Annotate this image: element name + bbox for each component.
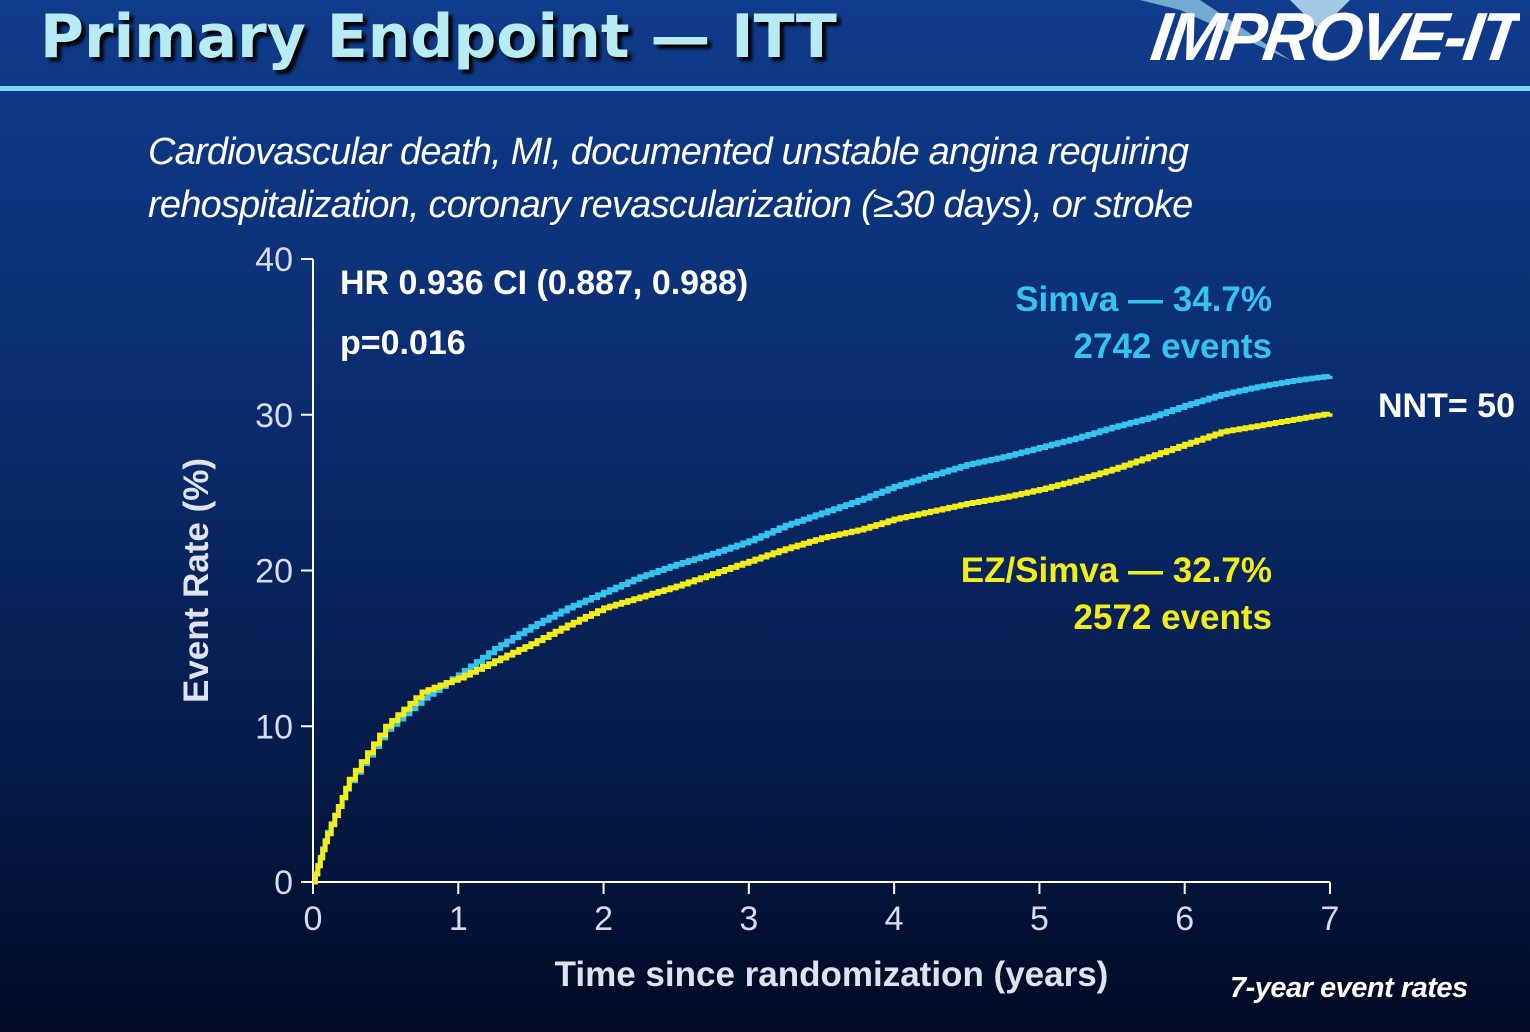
x-tick-label: 0 [304, 900, 323, 938]
x-tick-label: 3 [739, 900, 758, 938]
x-tick-label: 1 [449, 900, 468, 938]
y-tick-label: 10 [255, 708, 293, 746]
ez-simva-events-label: 2572 events [1074, 598, 1272, 637]
header-divider [0, 86, 1530, 91]
x-tick-label: 5 [1030, 900, 1049, 938]
x-axis-label: Time since randomization (years) [555, 955, 1109, 994]
hazard-ratio-label: HR 0.936 CI (0.887, 0.988) [340, 264, 748, 302]
p-value-label: p=0.016 [340, 324, 466, 362]
endpoint-definition-line-2: rehospitalization, coronary revasculariz… [148, 184, 1193, 226]
improve-it-logo: IMPROVE-IT [1140, 0, 1520, 80]
y-tick-label: 20 [255, 553, 293, 591]
logo-swoosh-icon [1140, 0, 1350, 60]
simva-rate-label: Simva — 34.7% [1015, 280, 1272, 319]
x-tick-label: 4 [885, 900, 904, 938]
slide-title: Primary Endpoint — ITT [40, 2, 837, 72]
chart-series [312, 374, 1333, 885]
y-axis-label: Event Rate (%) [177, 458, 216, 703]
nnt-label: NNT= 50 [1378, 387, 1515, 425]
x-tick-label: 2 [594, 900, 613, 938]
chart-annotations: HR 0.936 CI (0.887, 0.988) p=0.016 Simva… [340, 264, 1515, 637]
y-tick-label: 40 [255, 241, 293, 279]
endpoint-definition: Cardiovascular death, MI, documented uns… [148, 126, 1448, 232]
footnote: 7-year event rates [1230, 972, 1468, 1004]
endpoint-definition-line-1: Cardiovascular death, MI, documented uns… [148, 131, 1189, 173]
x-tick-label: 6 [1175, 900, 1194, 938]
slide-header: Primary Endpoint — ITT IMPROVE-IT [0, 0, 1530, 86]
chart-axes: 0 10 20 30 40 0 1 2 3 4 5 6 7 Time since randomizatio… [177, 241, 1339, 994]
ez-simva-series-line [312, 411, 1333, 885]
ez-simva-rate-label: EZ/Simva — 32.7% [961, 551, 1272, 590]
simva-events-label: 2742 events [1074, 327, 1272, 366]
y-tick-label: 30 [255, 397, 293, 435]
y-tick-label: 0 [274, 864, 293, 902]
x-tick-label: 7 [1321, 900, 1340, 938]
